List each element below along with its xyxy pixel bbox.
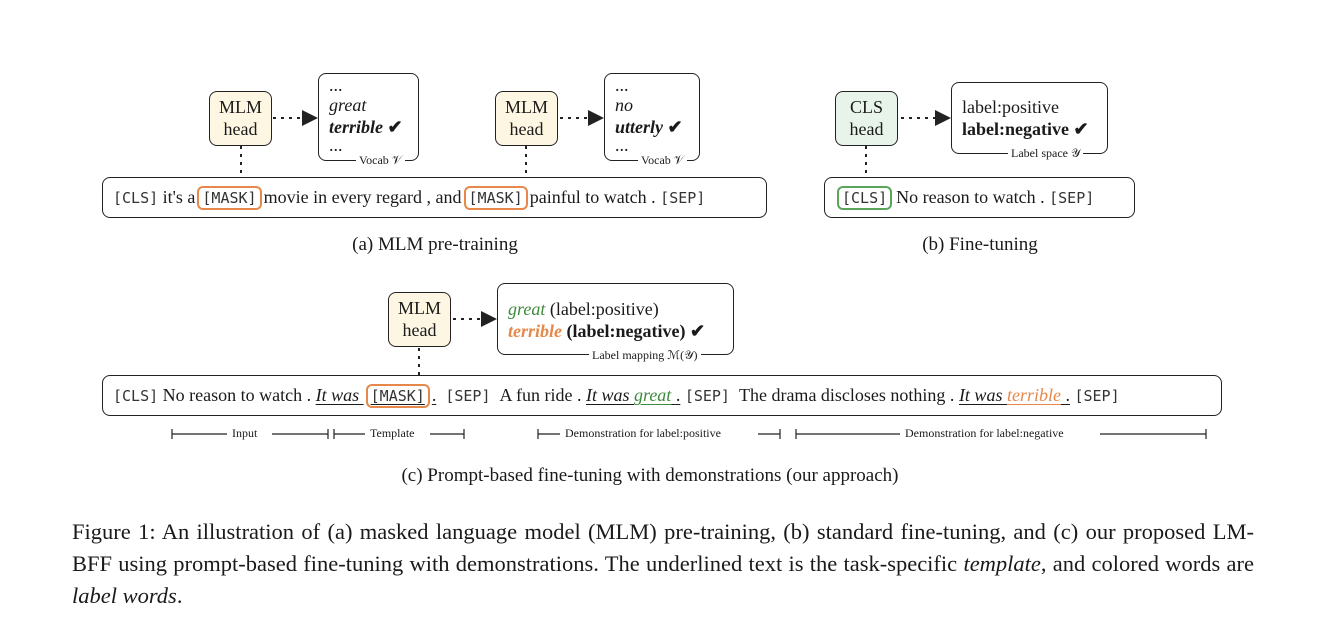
caption-label-words: label words xyxy=(72,583,177,608)
mask-token-1: [MASK] xyxy=(197,185,262,210)
label-mapping-caption: Label mapping ℳ(𝒴) xyxy=(589,348,701,363)
caption-middle: , and colored words are xyxy=(1040,551,1254,576)
seq-a-text3: painful to watch . xyxy=(529,187,656,207)
mlm-head-a1-line1: MLM xyxy=(218,97,262,117)
caption-template-word: template xyxy=(963,551,1041,576)
label-positive: label:positive xyxy=(962,97,1059,117)
label-mapping-box: great (label:positive) terrible (label:n… xyxy=(497,283,734,355)
sequence-c: [CLS] No reason to watch . It was [MASK]… xyxy=(102,375,1222,416)
vocab-word-utterly: utterly xyxy=(615,117,663,137)
check-icon: ✔ xyxy=(387,117,403,137)
cls-token: [CLS] xyxy=(113,188,159,207)
cls-head-line1: CLS xyxy=(849,97,883,117)
mlm-head-a2: MLM head xyxy=(495,91,558,146)
mlm-head-c-line2: head xyxy=(402,320,437,340)
cls-token-highlighted: [CLS] xyxy=(837,185,893,210)
vocab2-dots-bottom: ... xyxy=(615,135,629,155)
label-word-great: great xyxy=(633,385,672,405)
template-period-1: . xyxy=(431,385,437,405)
mask-token-2: [MASK] xyxy=(463,185,528,210)
check-icon: ✔ xyxy=(1073,119,1089,139)
caption-c: (c) Prompt-based fine-tuning with demons… xyxy=(401,465,899,486)
sequence-a: [CLS] it's a [MASK] movie in every regar… xyxy=(102,177,767,218)
segment-input: Input xyxy=(232,426,258,440)
template-period-3: . xyxy=(1065,385,1070,405)
mapping-word-terrible: terrible xyxy=(508,321,562,341)
sep-token-2: [SEP] xyxy=(684,386,730,405)
mapping-label-positive: (label:positive) xyxy=(549,299,659,319)
mlm-head-a1-line2: head xyxy=(223,119,258,139)
mlm-head-a1: MLM head xyxy=(209,91,272,146)
seq-b-text: No reason to watch . xyxy=(896,187,1045,207)
mapping-word-great: great xyxy=(508,299,546,319)
cls-head: CLS head xyxy=(835,91,898,146)
segment-template: Template xyxy=(370,426,415,440)
template-period-2: . xyxy=(675,385,681,405)
vocab-word-great: great xyxy=(329,95,367,115)
check-icon: ✔ xyxy=(689,321,706,341)
mlm-head-a2-line1: MLM xyxy=(504,97,548,117)
vocab-box-a2: ... no utterly ✔ ... xyxy=(604,73,700,161)
mlm-head-a2-line2: head xyxy=(509,119,544,139)
vocab-word-no: no xyxy=(615,95,633,115)
sequence-b: [CLS] No reason to watch . [SEP] xyxy=(824,177,1135,218)
template-it-was-1: It was xyxy=(315,385,360,405)
vocab-box-a1: ... great terrible ✔ ... xyxy=(318,73,419,161)
mapping-label-negative: (label:negative) xyxy=(566,321,686,341)
label-word-terrible: terrible xyxy=(1006,385,1061,405)
template-it-was-3: It was xyxy=(958,385,1003,405)
vocab2-dots-top: ... xyxy=(615,75,629,95)
caption-b: (b) Fine-tuning xyxy=(922,234,1038,255)
segment-demo-positive: Demonstration for label:positive xyxy=(565,426,721,440)
caption-prefix: Figure 1: An illustration of (a) masked … xyxy=(72,519,1254,576)
sep-token-3: [SEP] xyxy=(1074,386,1120,405)
mlm-head-c: MLM head xyxy=(388,292,451,347)
cls-head-line2: head xyxy=(849,119,884,139)
mlm-head-c-line1: MLM xyxy=(397,298,441,318)
segment-demo-negative: Demonstration for label:negative xyxy=(905,426,1064,440)
vocab-dots-top: ... xyxy=(329,75,343,95)
vocab-word-terrible: terrible xyxy=(329,117,383,137)
label-negative: label:negative xyxy=(962,119,1069,139)
mask-token: [MASK] xyxy=(365,384,430,408)
template-it-was-2: It was xyxy=(585,385,630,405)
check-icon: ✔ xyxy=(667,117,683,137)
seq-c-demo-pos: A fun ride . xyxy=(499,385,582,405)
caption-a: (a) MLM pre-training xyxy=(352,234,518,255)
label-space-box: label:positive label:negative ✔ xyxy=(951,82,1108,154)
sep-token: [SEP] xyxy=(1049,188,1095,207)
seq-c-demo-neg: The drama discloses nothing . xyxy=(738,385,955,405)
seq-c-input: No reason to watch . xyxy=(162,385,312,405)
segment-brackets xyxy=(171,429,1207,439)
sep-token-1: [SEP] xyxy=(445,386,491,405)
figure-caption: Figure 1: An illustration of (a) masked … xyxy=(72,516,1254,612)
vocab-dots-bottom: ... xyxy=(329,135,343,155)
caption-suffix: . xyxy=(176,583,183,608)
seq-a-text1: it's a xyxy=(162,187,196,207)
vocab-label-a1: Vocab 𝒱 xyxy=(356,153,405,168)
cls-token: [CLS] xyxy=(113,386,159,405)
vocab-label-a2: Vocab 𝒱 xyxy=(638,153,687,168)
seq-a-text2: movie in every regard , and xyxy=(263,187,462,207)
label-space-caption: Label space 𝒴 xyxy=(1008,146,1084,161)
sep-token: [SEP] xyxy=(660,188,706,207)
